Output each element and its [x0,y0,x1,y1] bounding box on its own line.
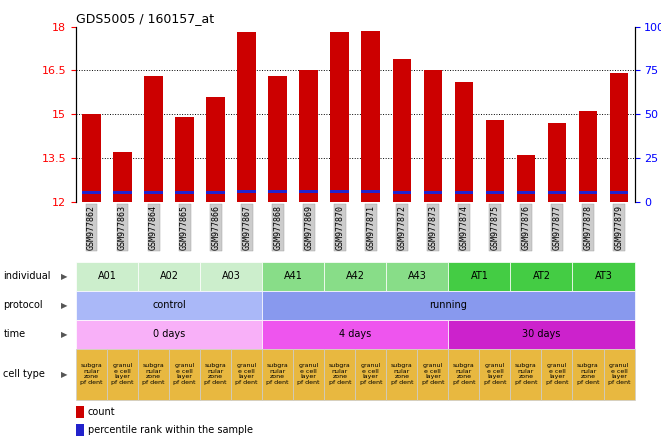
Text: subgra
nular
zone
pf dent: subgra nular zone pf dent [515,363,537,385]
Bar [362,31,380,202]
Text: granul
e cell
layer
pf dent: granul e cell layer pf dent [173,363,196,385]
Text: A03: A03 [221,271,241,281]
Text: granul
e cell
layer
pf dent: granul e cell layer pf dent [484,363,506,385]
Text: individual: individual [3,271,51,281]
Text: time: time [3,329,25,339]
Text: AT2: AT2 [533,271,551,281]
Text: control: control [152,300,186,310]
Text: granul
e cell
layer
pf dent: granul e cell layer pf dent [546,363,568,385]
Bar [299,190,318,193]
Text: granul
e cell
layer
pf dent: granul e cell layer pf dent [297,363,320,385]
Text: granul
e cell
layer
pf dent: granul e cell layer pf dent [235,363,258,385]
Text: A02: A02 [159,271,178,281]
Text: cell type: cell type [3,369,45,379]
Text: GSM977865: GSM977865 [180,205,189,250]
Text: GSM977863: GSM977863 [118,205,127,250]
Text: A01: A01 [98,271,116,281]
Bar [113,191,132,194]
Text: granul
e cell
layer
pf dent: granul e cell layer pf dent [360,363,382,385]
Bar [82,115,101,202]
Bar [579,191,598,194]
Text: GSM977867: GSM977867 [242,205,251,250]
Bar [113,152,132,202]
Text: subgra
nular
zone
pf dent: subgra nular zone pf dent [453,363,475,385]
Text: GSM977877: GSM977877 [553,205,561,250]
Text: 0 days: 0 days [153,329,185,339]
Text: subgra
nular
zone
pf dent: subgra nular zone pf dent [204,363,227,385]
Bar [76,406,85,417]
Text: GSM977876: GSM977876 [522,205,531,250]
Text: ▶: ▶ [61,329,67,339]
Bar [206,97,225,202]
Text: GSM977874: GSM977874 [459,205,469,250]
Text: GSM977862: GSM977862 [87,205,96,250]
Text: GSM977871: GSM977871 [366,205,375,250]
Bar [175,191,194,194]
Text: A42: A42 [346,271,365,281]
Bar [548,191,566,194]
Text: subgra
nular
zone
pf dent: subgra nular zone pf dent [329,363,351,385]
Text: ▶: ▶ [61,301,67,310]
Bar [144,191,163,194]
Bar [237,190,256,193]
Bar [517,191,535,194]
Text: ▶: ▶ [61,369,67,379]
Bar [76,424,85,436]
Text: ▶: ▶ [61,272,67,281]
Text: count: count [88,407,116,416]
Bar [82,191,101,194]
Text: GSM977875: GSM977875 [490,205,500,250]
Text: AT3: AT3 [595,271,613,281]
Text: granul
e cell
layer
pf dent: granul e cell layer pf dent [422,363,444,385]
Bar [144,76,163,202]
Bar [330,190,349,193]
Bar [517,155,535,202]
Bar [299,71,318,202]
Text: granul
e cell
layer
pf dent: granul e cell layer pf dent [608,363,631,385]
Bar [175,117,194,202]
Text: GSM977879: GSM977879 [615,205,623,250]
Text: subgra
nular
zone
pf dent: subgra nular zone pf dent [266,363,289,385]
Text: subgra
nular
zone
pf dent: subgra nular zone pf dent [577,363,600,385]
Text: GSM977868: GSM977868 [273,205,282,250]
Text: 4 days: 4 days [339,329,371,339]
Text: GSM977873: GSM977873 [428,205,438,250]
Bar [486,120,504,202]
Text: running: running [430,300,467,310]
Bar [206,191,225,194]
Text: GSM977870: GSM977870 [335,205,344,250]
Bar [424,191,442,194]
Text: percentile rank within the sample: percentile rank within the sample [88,424,253,435]
Bar [455,82,473,202]
Text: GSM977869: GSM977869 [304,205,313,250]
Bar [393,59,411,202]
Bar [237,32,256,202]
Bar [548,123,566,202]
Bar [268,76,287,202]
Text: subgra
nular
zone
pf dent: subgra nular zone pf dent [80,363,102,385]
Bar [486,191,504,194]
Text: subgra
nular
zone
pf dent: subgra nular zone pf dent [391,363,413,385]
Bar [609,191,629,194]
Bar [268,190,287,193]
Bar [579,111,598,202]
Text: A43: A43 [408,271,427,281]
Text: GSM977872: GSM977872 [397,205,407,250]
Text: GSM977866: GSM977866 [211,205,220,250]
Bar [393,191,411,194]
Bar [609,73,629,202]
Text: granul
e cell
layer
pf dent: granul e cell layer pf dent [111,363,134,385]
Bar [424,71,442,202]
Text: AT1: AT1 [471,271,488,281]
Text: 30 days: 30 days [522,329,561,339]
Text: GSM977864: GSM977864 [149,205,158,250]
Text: protocol: protocol [3,300,43,310]
Text: A41: A41 [284,271,303,281]
Text: GDS5005 / 160157_at: GDS5005 / 160157_at [76,12,214,25]
Bar [455,191,473,194]
Text: subgra
nular
zone
pf dent: subgra nular zone pf dent [142,363,165,385]
Text: GSM977878: GSM977878 [584,205,592,250]
Bar [330,32,349,202]
Bar [362,190,380,193]
